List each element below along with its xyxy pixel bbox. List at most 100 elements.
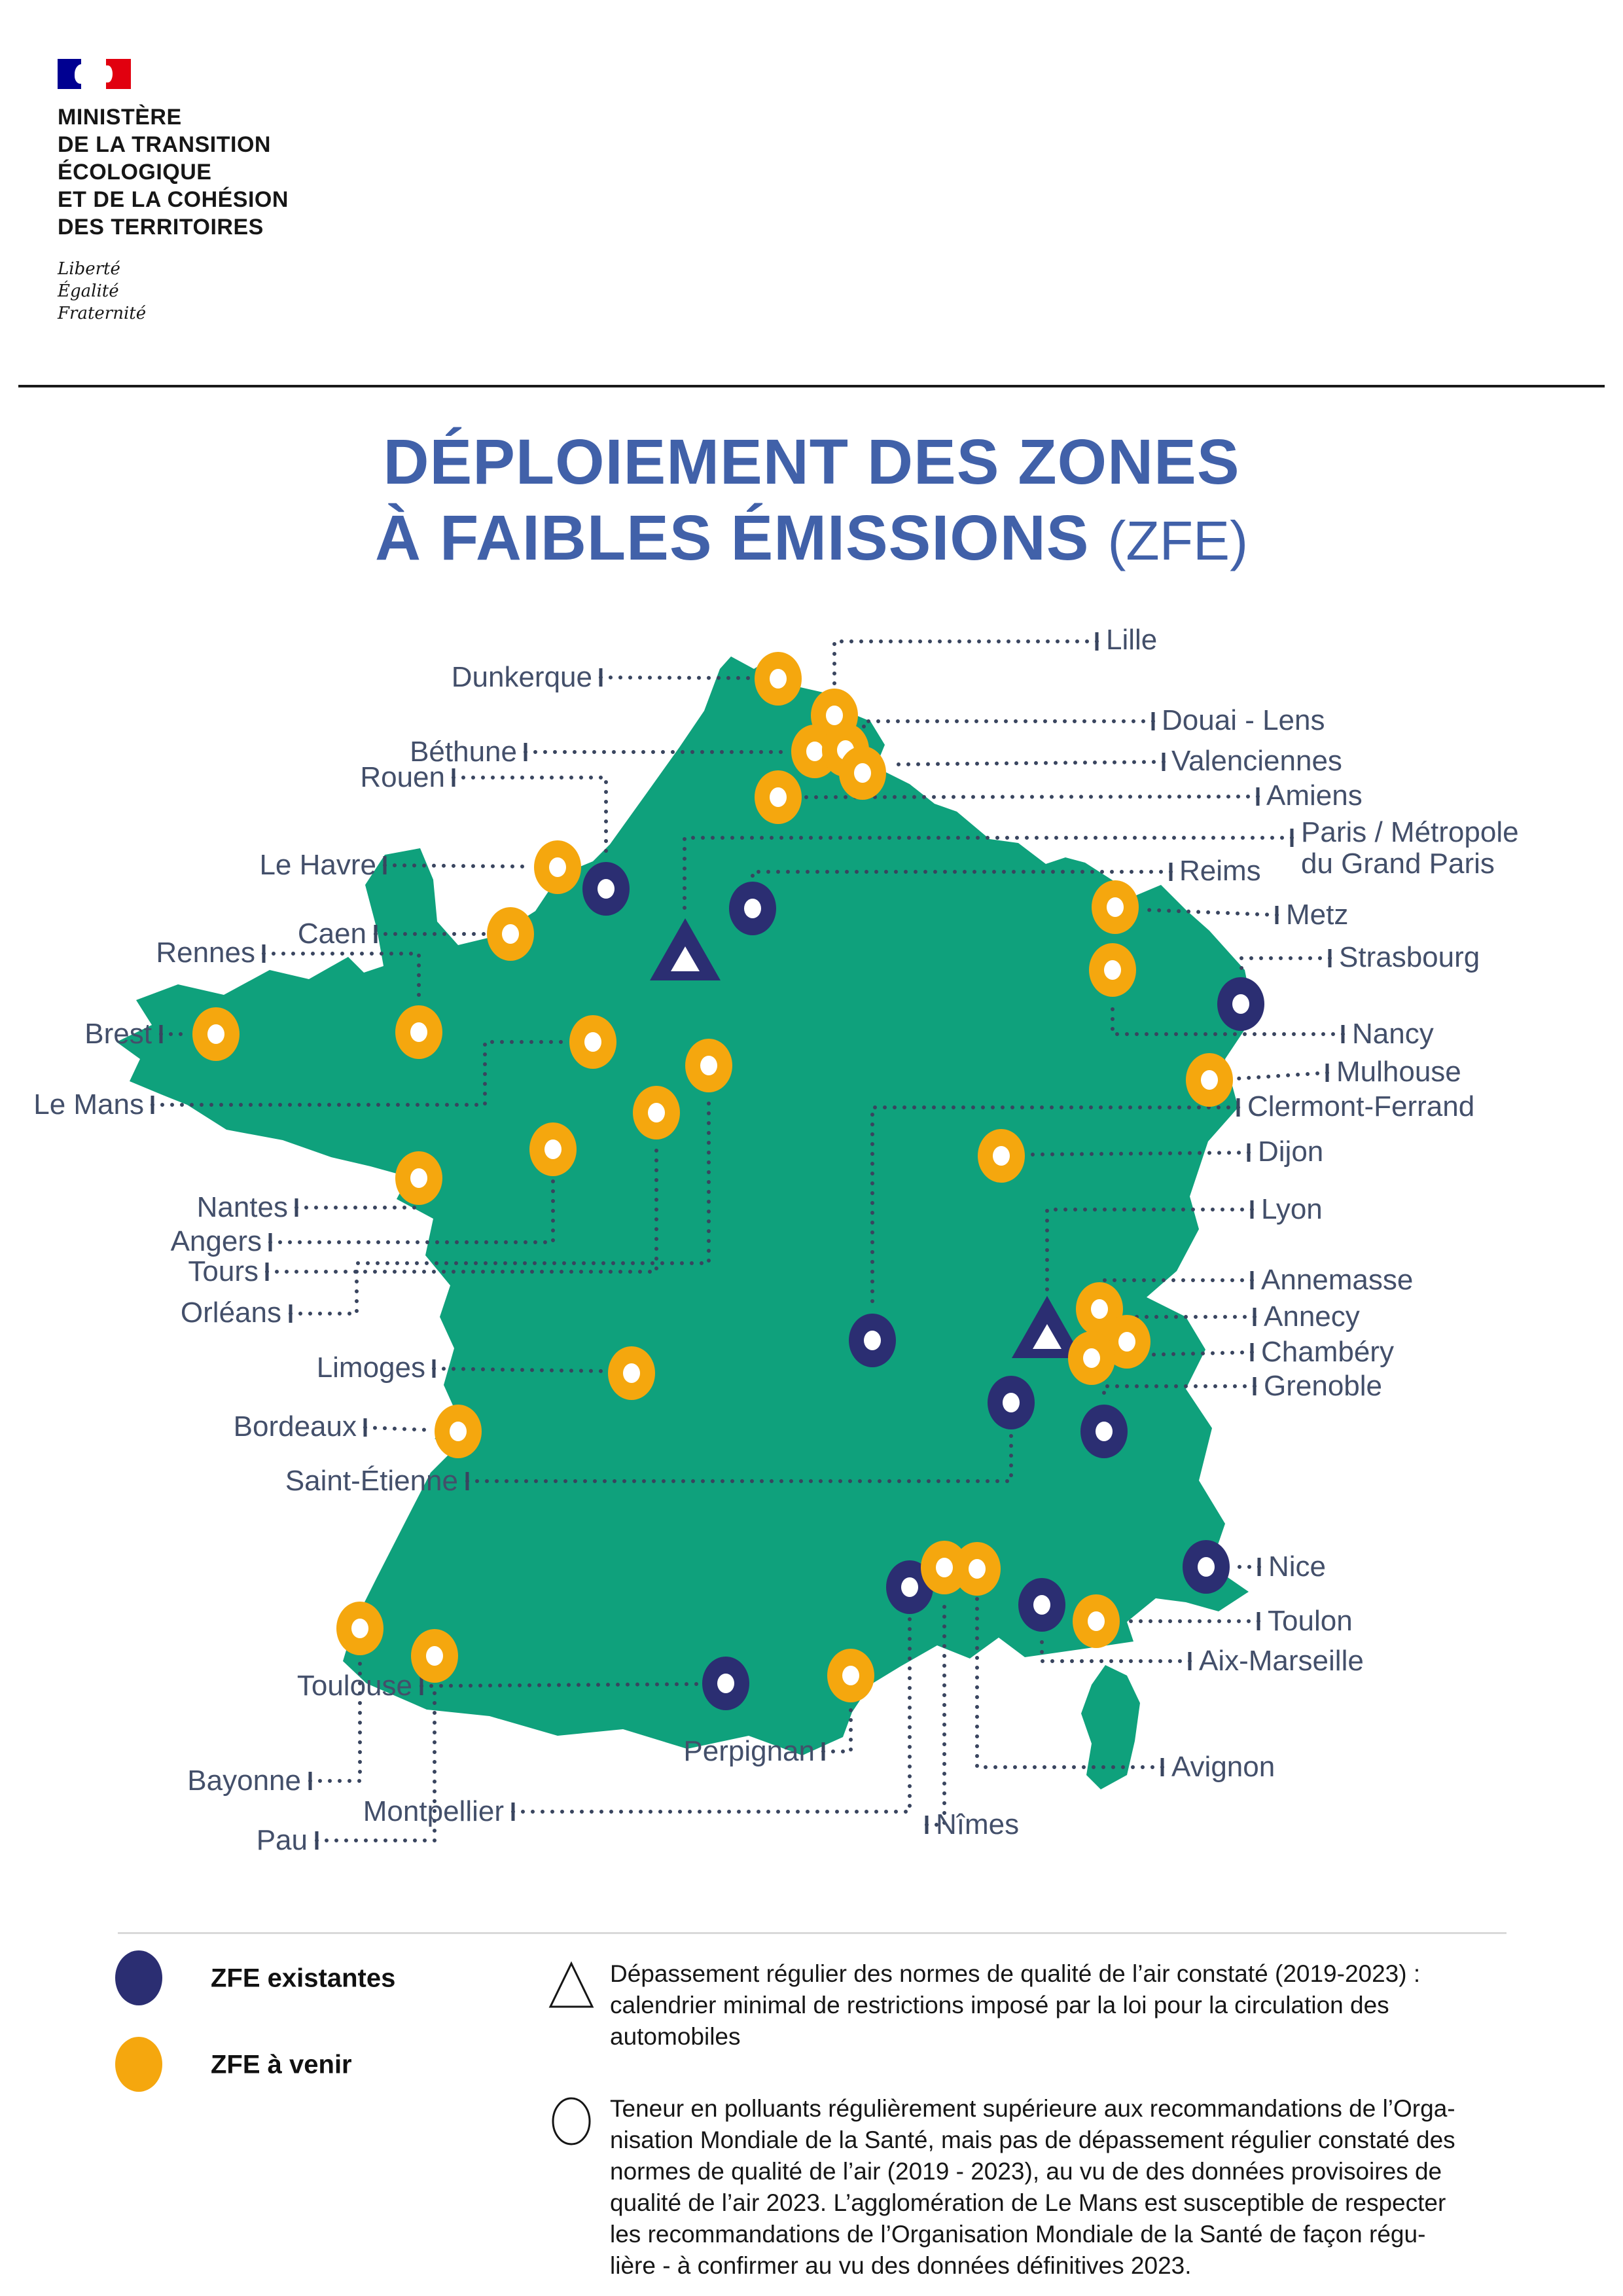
leader-line xyxy=(432,1367,608,1373)
city-marker-bayonne[interactable] xyxy=(336,1602,383,1655)
city-marker-reims[interactable] xyxy=(729,882,776,935)
ministry-motto: Liberté Égalité Fraternité xyxy=(58,258,289,325)
dot-marker-center xyxy=(969,1559,986,1579)
dot-marker-center xyxy=(1033,1595,1050,1615)
city-marker-dunkerque[interactable] xyxy=(755,652,802,706)
legend-triangle-note: Dépassement régulier des normes de quali… xyxy=(610,1960,1421,2050)
leader-line xyxy=(1045,1208,1254,1297)
ministry-name: MINISTÈRE DE LA TRANSITION ÉCOLOGIQUE ET DE… xyxy=(58,103,289,241)
city-marker-chamb-ry[interactable] xyxy=(1068,1331,1115,1385)
city-label-annemasse: Annemasse xyxy=(1261,1264,1414,1296)
leader-line xyxy=(832,639,1099,689)
leader-line xyxy=(862,719,1155,730)
leader-line xyxy=(315,1683,437,1842)
city-label-strasbourg: Strasbourg xyxy=(1339,941,1480,973)
city-marker-brest[interactable] xyxy=(192,1007,240,1061)
city-marker-dijon[interactable] xyxy=(978,1129,1025,1183)
city-marker-nancy[interactable] xyxy=(1089,943,1136,997)
triangle-marker-inner xyxy=(1033,1324,1061,1349)
ministry-name-line: DES TERRITOIRES xyxy=(58,215,264,240)
city-label-rennes: Rennes xyxy=(156,937,255,969)
city-marker-nice[interactable] xyxy=(1183,1540,1230,1594)
city-marker-mulhouse[interactable] xyxy=(1186,1053,1233,1107)
dot-marker-center xyxy=(410,1168,427,1188)
legend-existing-dot-icon xyxy=(115,1950,162,2005)
leader-line xyxy=(1111,997,1345,1036)
city-marker-metz[interactable] xyxy=(1092,880,1139,934)
city-label-montpellier: Montpellier xyxy=(363,1795,504,1827)
city-marker-orl-ans[interactable] xyxy=(685,1039,732,1092)
city-marker-lyon[interactable] xyxy=(1012,1296,1082,1358)
dot-marker-center xyxy=(901,1577,918,1597)
city-marker-amiens[interactable] xyxy=(755,770,802,824)
city-marker-grenoble[interactable] xyxy=(1080,1405,1128,1458)
city-marker-caen[interactable] xyxy=(487,907,534,961)
ministry-name-line: DE LA TRANSITION xyxy=(58,132,271,157)
leader-line xyxy=(1235,1071,1329,1081)
motto-line: Liberté xyxy=(58,259,120,279)
city-marker-annecy[interactable] xyxy=(1103,1315,1150,1369)
city-marker-tours[interactable] xyxy=(633,1086,680,1139)
dot-marker-center xyxy=(410,1022,427,1042)
dot-marker-center xyxy=(450,1422,467,1441)
city-marker-rouen[interactable] xyxy=(582,862,630,916)
dot-marker-center xyxy=(936,1558,953,1577)
french-flag-logo xyxy=(58,59,131,89)
leader-line xyxy=(683,836,1294,920)
city-label-amiens: Amiens xyxy=(1266,780,1363,812)
city-label-aix-marseille: Aix-Marseille xyxy=(1199,1645,1364,1677)
city-marker-toulouse[interactable] xyxy=(702,1657,749,1710)
city-label-caen: Caen xyxy=(297,918,366,950)
leader-line xyxy=(1240,956,1332,977)
leader-line xyxy=(452,776,608,862)
dot-marker-center xyxy=(806,742,823,761)
leader-line xyxy=(1102,1384,1257,1405)
city-marker-toulon[interactable] xyxy=(1073,1594,1120,1648)
city-label-toulouse: Toulouse xyxy=(296,1670,412,1702)
title-zfe-suffix: (ZFE) xyxy=(1107,510,1249,571)
dot-marker-center xyxy=(1091,1299,1108,1319)
dot-marker-center xyxy=(544,1139,562,1159)
city-label-avignon: Avignon xyxy=(1171,1751,1275,1783)
city-label-mulhouse: Mulhouse xyxy=(1336,1056,1461,1088)
city-marker-pau[interactable] xyxy=(411,1629,458,1683)
leader-line xyxy=(751,870,1173,882)
city-marker-n-mes[interactable] xyxy=(921,1541,968,1594)
city-marker-strasbourg[interactable] xyxy=(1217,977,1264,1031)
city-marker-le-mans[interactable] xyxy=(569,1015,616,1069)
dot-marker-center xyxy=(744,899,761,918)
leader-line xyxy=(363,1426,434,1432)
city-label-chamb-ry: Chambéry xyxy=(1261,1336,1394,1368)
city-label-dunkerque: Dunkerque xyxy=(451,661,592,693)
dot-marker-center xyxy=(1096,1422,1113,1441)
legend-circle-icon xyxy=(552,2097,591,2145)
city-marker-saint-tienne[interactable] xyxy=(988,1376,1035,1429)
city-marker-valenciennes[interactable] xyxy=(839,746,886,800)
city-marker-clermont-ferrand[interactable] xyxy=(849,1314,896,1367)
legend-upcoming-label: ZFE à venir xyxy=(211,2050,352,2079)
city-label-angers: Angers xyxy=(170,1225,262,1257)
city-marker-rennes[interactable] xyxy=(395,1005,442,1059)
city-markers-layer xyxy=(192,652,1264,1710)
legend-divider xyxy=(118,1932,1507,1934)
city-label-paris-m-tropole: Paris / Métropole du Grand Paris xyxy=(1301,816,1519,880)
city-marker-nantes[interactable] xyxy=(395,1151,442,1205)
city-label-limoges: Limoges xyxy=(316,1352,425,1384)
city-marker-perpignan[interactable] xyxy=(827,1649,874,1702)
marianne-icon xyxy=(75,64,89,84)
city-marker-angers[interactable] xyxy=(529,1122,577,1176)
city-marker-limoges[interactable] xyxy=(608,1346,655,1400)
city-label-valenciennes: Valenciennes xyxy=(1171,745,1342,777)
dot-marker-center xyxy=(1088,1611,1105,1631)
dot-marker-center xyxy=(700,1056,717,1075)
city-marker-le-havre[interactable] xyxy=(534,840,581,894)
city-label-perpignan: Perpignan xyxy=(683,1735,815,1767)
dot-marker-center xyxy=(1201,1070,1218,1090)
dot-marker-center xyxy=(549,857,566,877)
city-marker-paris-m-tropole[interactable] xyxy=(650,918,721,980)
city-label-b-thune: Béthune xyxy=(410,736,517,768)
city-marker-bordeaux[interactable] xyxy=(435,1405,482,1458)
city-label-annecy: Annecy xyxy=(1264,1300,1360,1333)
city-marker-aix-marseille[interactable] xyxy=(1018,1578,1065,1632)
leader-line xyxy=(870,1105,1240,1312)
